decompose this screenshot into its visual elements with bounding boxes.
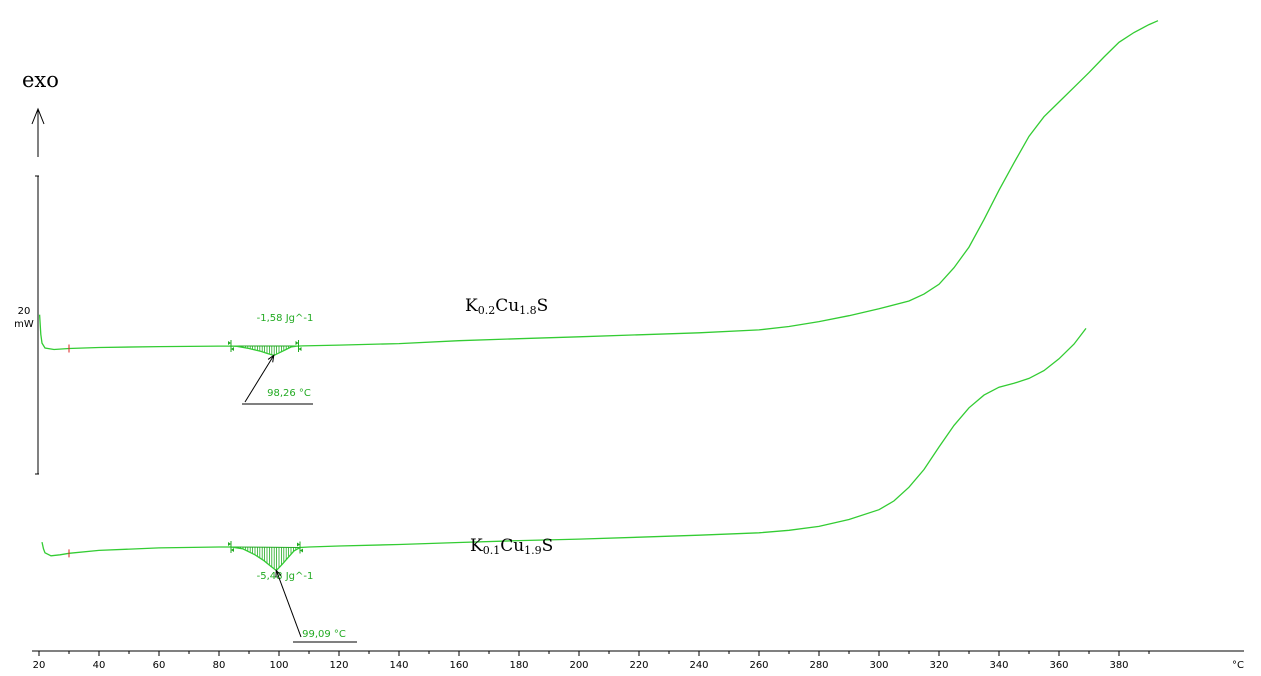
integration-limit-arrow-icon — [297, 542, 303, 553]
x-tick-label: 80 — [213, 660, 226, 671]
peak-arrow-icon — [275, 569, 282, 578]
formula-element: Cu — [500, 536, 524, 556]
series-name-label: K0.1Cu1.9S — [470, 536, 553, 557]
x-tick-label: 300 — [869, 660, 888, 671]
exo-label: exo — [22, 68, 59, 92]
series-1: -1,58 Jg^-1 98,26 °C K0.2Cu1.8S — [38, 20, 1159, 405]
peak-area-hatch — [232, 546, 299, 571]
integration-limit-arrow-icon — [228, 541, 234, 552]
x-axis-unit: °C — [1232, 660, 1244, 671]
x-tick-label: 180 — [509, 660, 528, 671]
series-layer: -1,58 Jg^-198,26 °CK0.2Cu1.8S-5,48 Jg^-1… — [38, 20, 1159, 643]
x-tick-label: 120 — [329, 660, 348, 671]
x-tick-label: 220 — [629, 660, 648, 671]
x-tick-label: 140 — [389, 660, 408, 671]
formula-subscript: 0.2 — [478, 304, 496, 317]
x-tick-label: 380 — [1109, 660, 1128, 671]
x-tick-label: 160 — [449, 660, 468, 671]
peak-pointer-line — [275, 570, 302, 638]
formula-element: Cu — [495, 296, 519, 316]
x-tick-label: 280 — [809, 660, 828, 671]
peak-arrow-icon — [267, 354, 275, 363]
exo-arrow-icon — [31, 107, 45, 157]
dsc-curve — [41, 328, 1087, 572]
formula-element: K — [470, 536, 483, 556]
integration-limit-arrow-icon — [295, 341, 302, 352]
x-tick-label: 40 — [93, 660, 106, 671]
y-scale-bar — [35, 175, 39, 475]
dsc-curve — [38, 20, 1159, 357]
series-name-label: K0.2Cu1.8S — [465, 296, 548, 317]
y-scale-value: 20 — [18, 306, 31, 317]
x-tick-label: 360 — [1049, 660, 1068, 671]
formula-element: S — [537, 296, 549, 316]
y-scale-unit: mW — [14, 319, 34, 330]
series-2: -5,48 Jg^-1 99,09 °C K0.1Cu1.9S — [41, 328, 1087, 643]
x-tick-label: 260 — [749, 660, 768, 671]
formula-element: K — [465, 296, 478, 316]
x-tick-label: 100 — [269, 660, 288, 671]
integration-limit-arrow-icon — [228, 341, 234, 352]
peak-temperature-label: 98,26 °C — [267, 388, 311, 399]
x-axis-ticks: 20 40 60 80 100 120 140 160 180 200 220 240 260 280 30… — [33, 651, 1150, 671]
peak-temperature-label: 99,09 °C — [302, 629, 346, 640]
x-tick-label: 340 — [989, 660, 1008, 671]
formula-subscript: 1.9 — [524, 544, 542, 557]
peak-enthalpy-label: -5,48 Jg^-1 — [257, 571, 314, 582]
x-tick-label: 60 — [153, 660, 166, 671]
formula-subscript: 0.1 — [483, 544, 501, 557]
x-tick-label: 320 — [929, 660, 948, 671]
peak-enthalpy-label: -1,58 Jg^-1 — [257, 313, 314, 324]
x-tick-label: 200 — [569, 660, 588, 671]
formula-subscript: 1.8 — [519, 304, 537, 317]
formula-element: S — [542, 536, 554, 556]
peak-pointer-line — [244, 355, 275, 403]
x-tick-label: 240 — [689, 660, 708, 671]
x-tick-label: 20 — [33, 660, 46, 671]
